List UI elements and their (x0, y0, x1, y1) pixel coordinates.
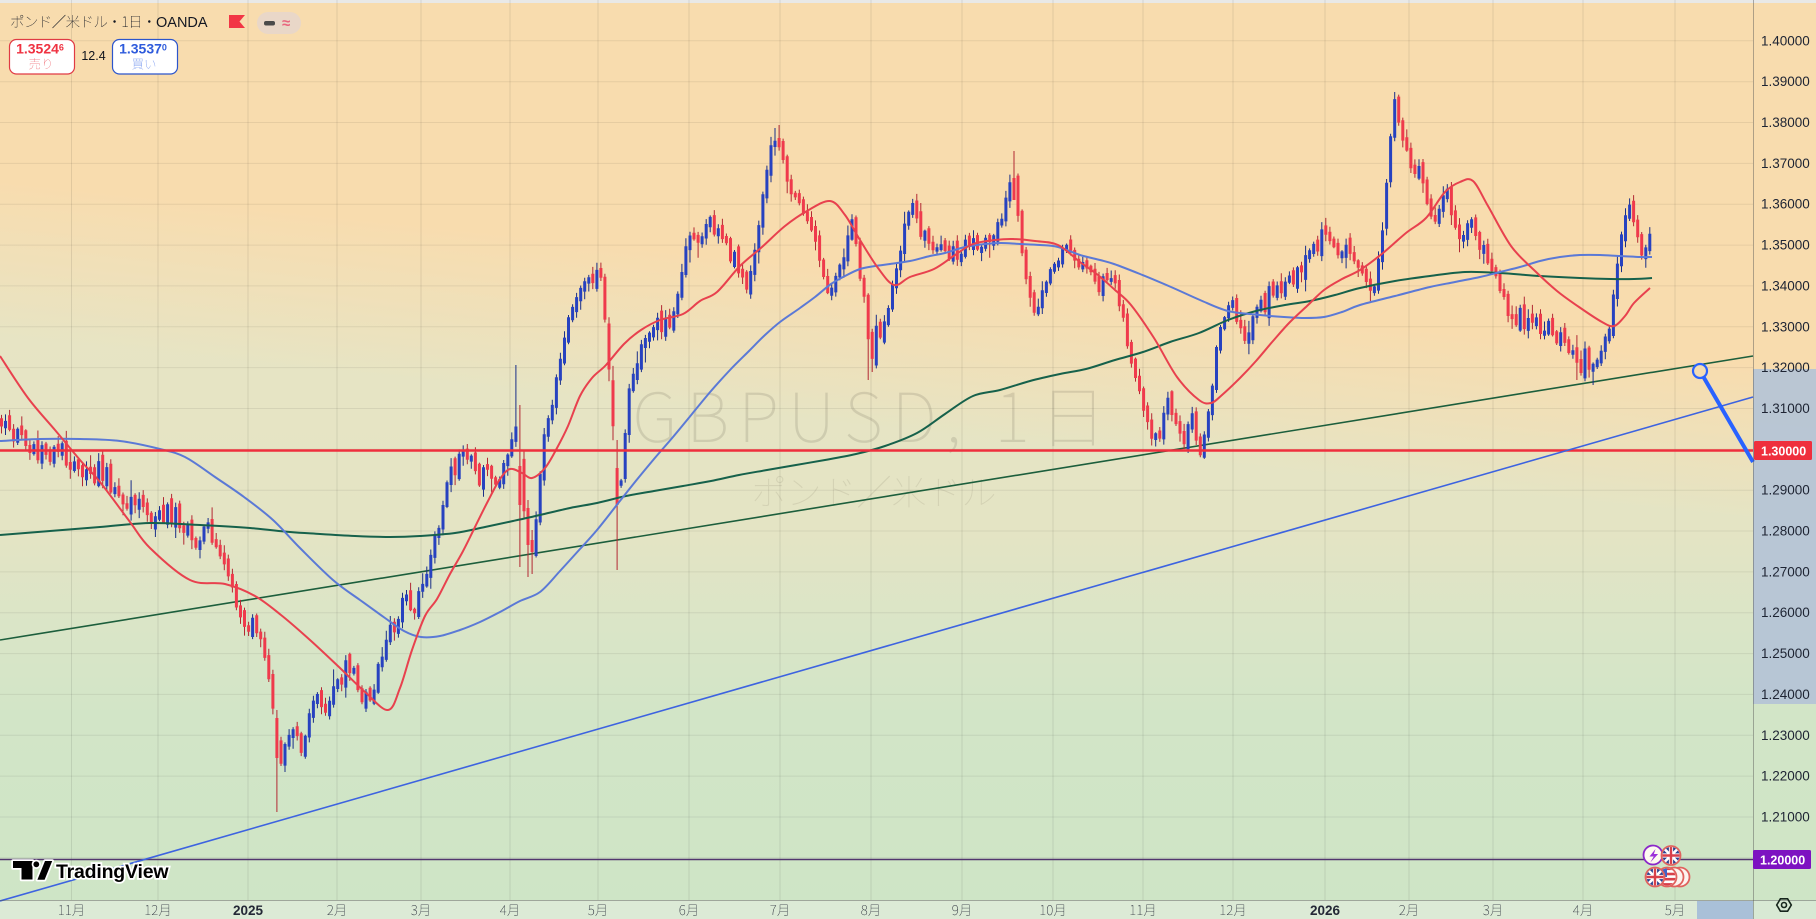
svg-text:OANDA: OANDA (156, 15, 208, 31)
svg-text:1.21000: 1.21000 (1761, 810, 1810, 825)
svg-text:1.32000: 1.32000 (1761, 360, 1810, 375)
svg-text:1.31000: 1.31000 (1761, 401, 1810, 416)
svg-text:1.22000: 1.22000 (1761, 769, 1810, 784)
svg-text:1.36000: 1.36000 (1761, 197, 1810, 212)
svg-text:1.29000: 1.29000 (1761, 483, 1810, 498)
svg-text:2026: 2026 (1310, 903, 1341, 918)
svg-text:1.27000: 1.27000 (1761, 564, 1810, 579)
svg-text:1.23000: 1.23000 (1761, 728, 1810, 743)
svg-text:1.35246: 1.35246 (16, 41, 64, 57)
svg-text:1.25000: 1.25000 (1761, 646, 1810, 661)
svg-text:1.24000: 1.24000 (1761, 687, 1810, 702)
svg-text:2025: 2025 (233, 903, 264, 918)
svg-text:1.30000: 1.30000 (1761, 445, 1806, 459)
svg-text:1.28000: 1.28000 (1761, 524, 1810, 539)
svg-text:1.37000: 1.37000 (1761, 156, 1810, 171)
svg-text:1.34000: 1.34000 (1761, 278, 1810, 293)
svg-text:1.35000: 1.35000 (1761, 238, 1810, 253)
svg-text:1.26000: 1.26000 (1761, 605, 1810, 620)
svg-text:≈: ≈ (282, 15, 290, 32)
svg-text:1.33000: 1.33000 (1761, 319, 1810, 334)
svg-text:TradingView: TradingView (56, 861, 169, 883)
svg-text:1.35370: 1.35370 (119, 41, 167, 57)
svg-text:1.20000: 1.20000 (1760, 854, 1805, 868)
svg-text:1.40000: 1.40000 (1761, 33, 1810, 48)
svg-text:1.38000: 1.38000 (1761, 115, 1810, 130)
svg-text:12.4: 12.4 (81, 49, 105, 63)
svg-text:1.39000: 1.39000 (1761, 74, 1810, 89)
